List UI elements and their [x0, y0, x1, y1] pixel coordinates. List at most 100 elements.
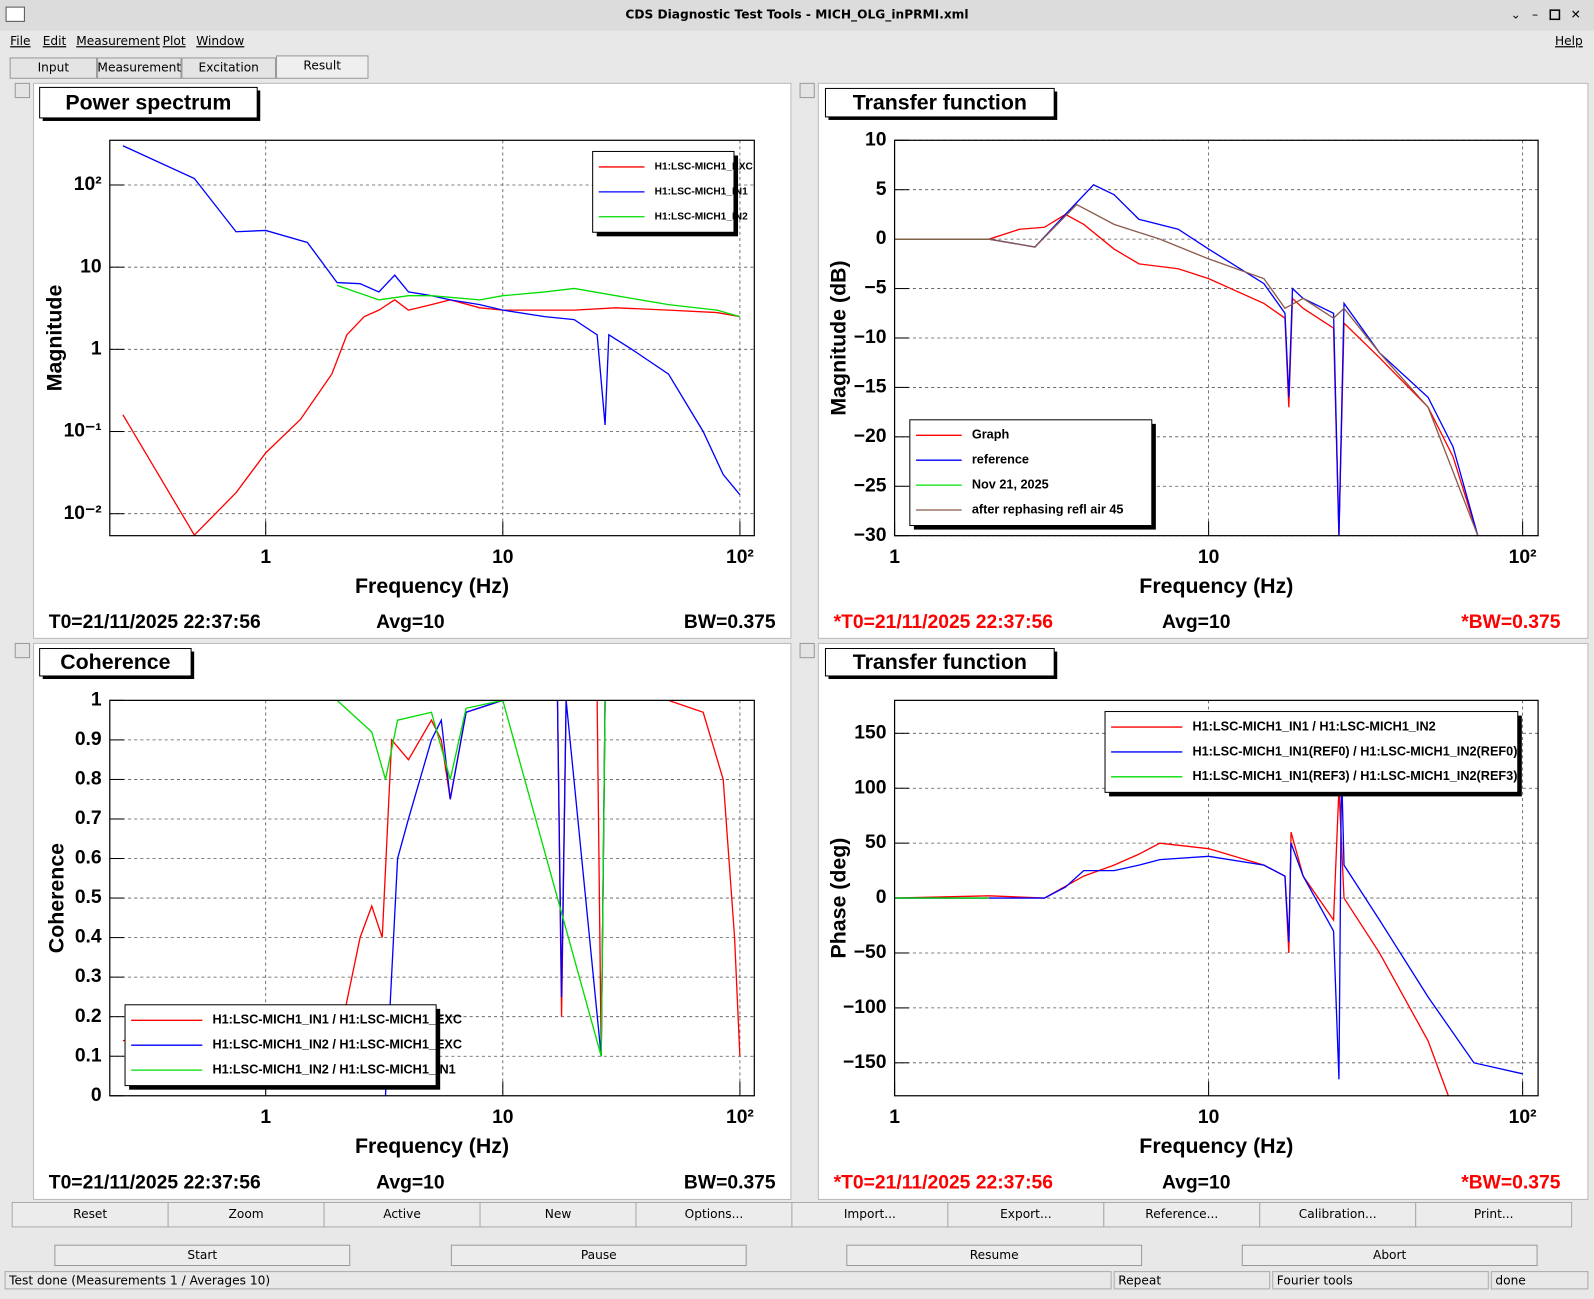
title-box [824, 87, 1055, 118]
legend-label: Nov 21, 2025 [972, 477, 1049, 491]
tab-label[interactable]: Measurement [97, 61, 181, 75]
button-label[interactable]: Export... [1000, 1207, 1052, 1221]
panel-toggle[interactable] [799, 82, 815, 99]
y-tick-label: 50 [865, 832, 886, 853]
legend-label: H1:LSC-MICH1_EXC [655, 162, 754, 173]
button[interactable] [1415, 1201, 1573, 1228]
footer-t0: *T0=21/11/2025 22:37:56 [834, 612, 1054, 633]
footer-bw: *BW=0.375 [1461, 1172, 1560, 1193]
button-label[interactable]: Zoom [229, 1207, 264, 1221]
button[interactable] [791, 1201, 949, 1228]
control-label[interactable]: Start [187, 1248, 217, 1262]
x-tick-label: 10² [726, 1107, 754, 1128]
button[interactable] [167, 1201, 325, 1228]
button-label[interactable]: Import... [844, 1207, 896, 1221]
button-label[interactable]: Print... [1474, 1207, 1514, 1221]
btn-maximize[interactable] [1549, 9, 1561, 21]
title-bar [0, 0, 1594, 31]
chart-title: Power spectrum [65, 90, 231, 114]
tab-label[interactable]: Excitation [199, 61, 259, 75]
button[interactable] [323, 1201, 481, 1228]
y-tick-label: 0.4 [75, 927, 102, 948]
control-button [1241, 1244, 1538, 1267]
button-label[interactable]: Reset [73, 1207, 107, 1221]
y-tick-label: −15 [854, 377, 887, 398]
title-box [39, 648, 192, 677]
y-tick-label: −150 [843, 1052, 886, 1073]
status-text: Repeat [1118, 1273, 1161, 1287]
y-tick-label: −20 [854, 426, 887, 447]
y-tick-label: 10² [74, 174, 102, 195]
menu-help[interactable]: Help [1555, 34, 1583, 48]
legend-label: H1:LSC-MICH1_IN1(REF3) / H1:LSC-MICH1_IN… [1192, 769, 1517, 783]
y-tick-label: 1 [91, 689, 102, 710]
x-tick-label: 10² [1509, 547, 1537, 568]
title-box [824, 648, 1055, 677]
menu-item[interactable]: Measurement [76, 34, 160, 48]
control-label: Resume [970, 1248, 1019, 1262]
button[interactable] [947, 1201, 1105, 1228]
legend-label: H1:LSC-MICH1_IN2 / H1:LSC-MICH1_EXC [212, 1038, 462, 1052]
btn-minimize[interactable]: – [1532, 8, 1538, 22]
title-box [39, 86, 258, 119]
btn-close[interactable]: ✕ [1571, 8, 1581, 22]
footer-t0: T0=21/11/2025 22:37:56 [49, 1172, 261, 1193]
button-label[interactable]: Options... [685, 1207, 744, 1221]
y-tick-label: −50 [854, 942, 887, 963]
panel-toggle[interactable] [14, 642, 30, 659]
window-icon [5, 6, 25, 22]
footer-bw: BW=0.375 [684, 1172, 776, 1193]
tab[interactable] [276, 55, 369, 79]
menu-item[interactable]: Plot [163, 34, 186, 48]
y-axis-label: Magnitude (dB) [826, 260, 850, 415]
legend-label: Graph [972, 428, 1009, 442]
footer-avg: Avg=10 [376, 612, 444, 633]
y-axis-label: Magnitude [43, 285, 67, 392]
chart-title: Coherence [60, 650, 170, 674]
footer-avg: Avg=10 [376, 1172, 444, 1193]
menu-item[interactable]: File [10, 34, 30, 48]
x-axis-label: Frequency (Hz) [1139, 574, 1293, 598]
btn-collapse[interactable]: ⌄ [1511, 8, 1521, 22]
panel-toggle[interactable] [799, 642, 815, 659]
y-axis-label: Phase (deg) [826, 838, 850, 959]
button-label[interactable]: Reference... [1145, 1207, 1218, 1221]
y-tick-label: 0 [876, 228, 887, 249]
tab[interactable] [181, 57, 277, 79]
button[interactable] [479, 1201, 637, 1228]
x-axis-label: Frequency (Hz) [355, 1134, 509, 1158]
tab[interactable] [97, 57, 182, 79]
footer-bw: BW=0.375 [684, 612, 776, 633]
y-tick-label: 0 [876, 887, 887, 908]
button-label[interactable]: Active [383, 1207, 421, 1221]
plot-frame [893, 699, 1539, 1097]
tab-label[interactable]: Result [303, 59, 341, 73]
menu-item[interactable]: Edit [43, 34, 67, 48]
chart-title: Transfer function [853, 650, 1027, 674]
series-line [336, 284, 741, 318]
tab-label[interactable]: Input [38, 61, 70, 75]
legend-label: H1:LSC-MICH1_IN1 / H1:LSC-MICH1_EXC [212, 1013, 462, 1027]
panel-toggle[interactable] [14, 82, 30, 99]
tab[interactable] [9, 57, 98, 79]
footer-t0: T0=21/11/2025 22:37:56 [49, 612, 261, 633]
control-label: Abort [1373, 1248, 1407, 1262]
y-tick-label: 0.6 [75, 848, 102, 869]
series-line [384, 700, 750, 1096]
window-title: CDS Diagnostic Test Tools - MICH_OLG_inP… [625, 8, 968, 23]
y-axis-label: Coherence [45, 843, 69, 953]
button-label[interactable]: New [545, 1207, 572, 1221]
y-tick-label: 0.2 [75, 1006, 102, 1027]
y-tick-label: 100 [854, 777, 886, 798]
control-button[interactable] [54, 1244, 351, 1267]
legend-label: after rephasing refl air 45 [972, 502, 1124, 516]
plot-frame [109, 139, 755, 537]
menu-item[interactable]: Window [196, 34, 244, 48]
button-label[interactable]: Calibration... [1299, 1207, 1377, 1221]
status-cell [1490, 1271, 1589, 1290]
button[interactable] [1103, 1201, 1261, 1228]
control-label: Pause [581, 1248, 617, 1262]
series-line [894, 213, 1479, 536]
series-line [122, 145, 741, 496]
